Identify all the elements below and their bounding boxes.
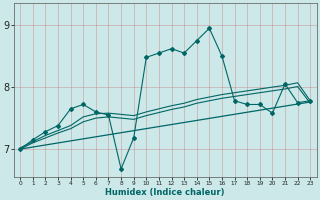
- X-axis label: Humidex (Indice chaleur): Humidex (Indice chaleur): [106, 188, 225, 197]
